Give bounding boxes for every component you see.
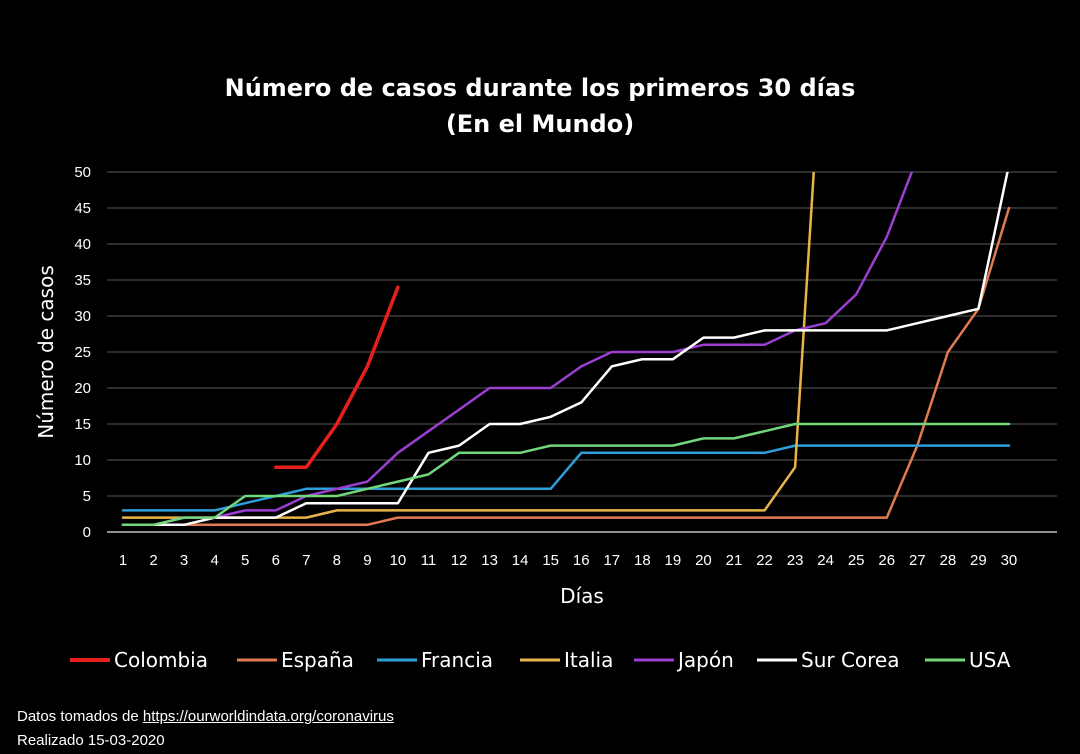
chart-title-block: Número de casos durante los primeros 30 … (0, 70, 1080, 142)
y-tick-label: 35 (74, 272, 91, 289)
x-tick-label: 5 (241, 552, 249, 569)
x-tick-label: 11 (421, 552, 437, 569)
x-tick-label: 18 (634, 552, 651, 569)
series-line-usa (121, 422, 1011, 527)
x-tick-label: 4 (210, 552, 218, 569)
y-tick-label: 30 (74, 308, 91, 325)
series-line-sur-corea (121, 172, 1009, 527)
series-line-italia (121, 172, 816, 519)
x-tick-label: 2 (149, 552, 157, 569)
x-tick-label: 6 (272, 552, 280, 569)
legend-label: Colombia (114, 648, 208, 672)
x-tick-label: 26 (878, 552, 895, 569)
x-tick-label: 22 (756, 552, 773, 569)
x-tick-label: 14 (512, 552, 529, 569)
chart-subtitle: (En el Mundo) (445, 110, 635, 138)
y-tick-label: 50 (74, 164, 91, 181)
y-tick-label: 25 (74, 344, 91, 361)
x-tick-label: 25 (848, 552, 865, 569)
x-tick-label: 16 (573, 552, 590, 569)
x-tick-label: 12 (451, 552, 468, 569)
x-tick-label: 17 (603, 552, 620, 569)
x-tick-label: 8 (333, 552, 341, 569)
x-tick-label: 30 (1001, 552, 1018, 569)
chart-title: Número de casos durante los primeros 30 … (224, 74, 856, 102)
series-line-francia (121, 444, 1011, 512)
x-tick-label: 23 (787, 552, 804, 569)
y-tick-label: 0 (83, 524, 91, 541)
series-line-colombia (274, 285, 400, 469)
date-line: Realizado 15-03-2020 (17, 732, 165, 749)
x-tick-label: 19 (665, 552, 682, 569)
y-axis-label: Número de casos (34, 265, 58, 439)
legend-label: Japón (676, 648, 734, 672)
legend-label: Francia (421, 648, 493, 672)
y-tick-label: 15 (74, 416, 91, 433)
legend-label: Sur Corea (801, 648, 900, 672)
gridlines (107, 171, 1057, 533)
y-tick-label: 5 (83, 488, 91, 505)
x-axis-label: Días (560, 584, 604, 608)
y-tick-label: 10 (74, 452, 91, 469)
footer: Datos tomados de https://ourworldindata.… (17, 705, 394, 753)
legend-label: España (281, 648, 354, 672)
x-tick-label: 7 (302, 552, 310, 569)
x-tick-label: 27 (909, 552, 926, 569)
series-line-españa (121, 206, 1011, 527)
y-tick-label: 20 (74, 380, 91, 397)
legend-label: Italia (564, 648, 613, 672)
series-line-japón (121, 172, 914, 527)
y-tick-label: 40 (74, 236, 91, 253)
x-tick-label: 29 (970, 552, 987, 569)
legend-label: USA (969, 648, 1011, 672)
x-tick-label: 10 (390, 552, 407, 569)
x-tick-label: 28 (940, 552, 957, 569)
x-tick-label: 20 (695, 552, 712, 569)
x-tick-label: 15 (542, 552, 559, 569)
x-tick-label: 24 (817, 552, 834, 569)
x-tick-label: 21 (726, 552, 743, 569)
x-tick-label: 3 (180, 552, 188, 569)
source-line: Datos tomados de https://ourworldindata.… (17, 705, 394, 729)
source-prefix: Datos tomados de (17, 708, 143, 725)
legend: Colombia España Francia Italia Japón Sur Core… (70, 648, 1011, 672)
y-tick-label: 45 (74, 200, 91, 217)
x-tick-label: 1 (119, 552, 127, 569)
x-tick-label: 9 (363, 552, 371, 569)
series-lines (121, 172, 1011, 527)
source-link[interactable]: https://ourworldindata.org/coronavirus (142, 708, 394, 725)
x-tick-label: 13 (481, 552, 498, 569)
